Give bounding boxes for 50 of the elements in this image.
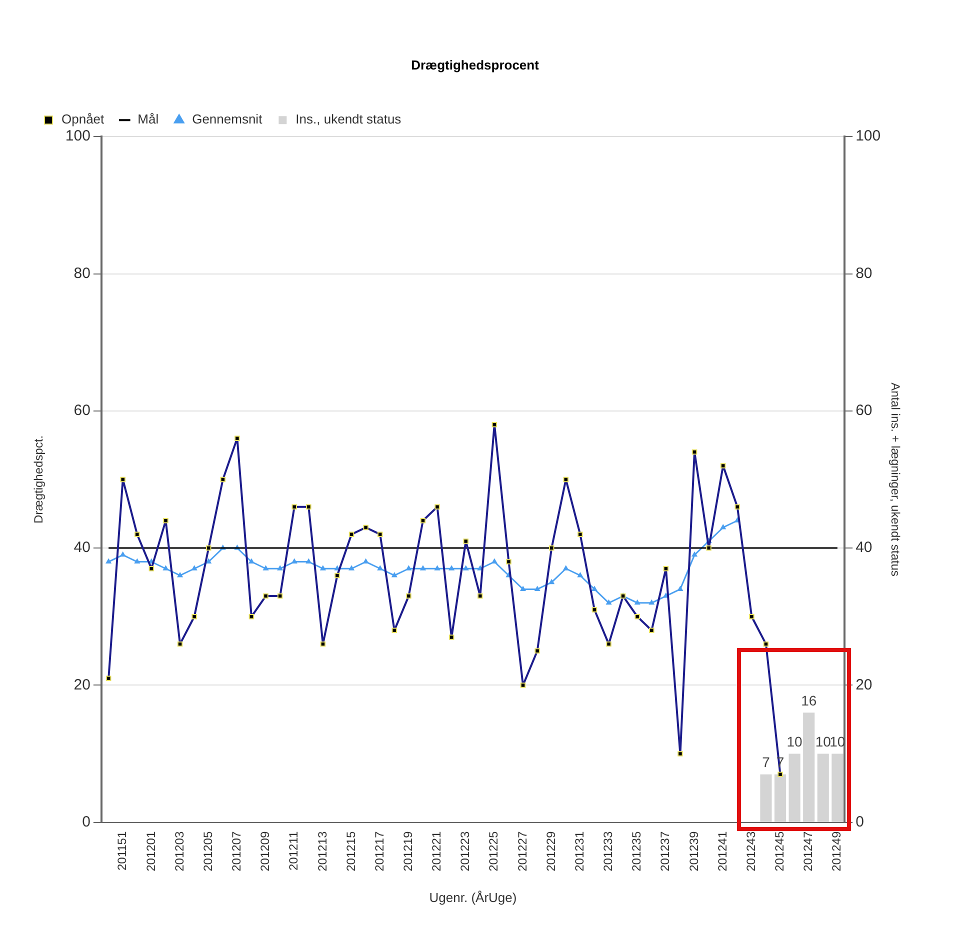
y-axis-title: Drægtighedspct.	[32, 435, 46, 524]
x-tick-label: 201239	[686, 831, 701, 872]
y-tick-label: 60	[74, 402, 90, 420]
x-tick-label: 201215	[344, 831, 358, 872]
x-tick-label: 201151	[115, 831, 130, 871]
x-tick-label: 201211	[286, 831, 301, 871]
x-tick-label: 201205	[200, 831, 215, 872]
legend-label: Mål	[138, 112, 159, 127]
x-tick-label: 201221	[430, 831, 444, 872]
y-tick-label: 20	[74, 676, 90, 694]
x-tick-label: 201201	[144, 831, 158, 872]
x-tick-label: 201249	[830, 831, 844, 872]
legend-label: Ins., ukendt status	[296, 112, 402, 127]
x-tick-label: 201247	[801, 831, 816, 872]
y2-tick-label: 80	[856, 264, 872, 282]
x-tick-label: 201217	[372, 831, 386, 872]
x-tick-label: 201203	[172, 831, 186, 872]
y2-tick-label: 100	[856, 128, 881, 145]
x-tick-label: 201233	[601, 831, 616, 872]
y-tick-label: 80	[74, 264, 90, 282]
x-axis-title: Ugenr. (ÅrUge)	[429, 890, 517, 905]
x-tick-label: 201237	[658, 831, 672, 872]
x-tick-label: 201213	[315, 831, 330, 872]
y-tick-label: 0	[82, 814, 90, 830]
x-tick-label: 201229	[544, 831, 558, 872]
legend-label: Opnået	[62, 112, 105, 127]
data-label: 7	[762, 754, 770, 770]
y2-axis-title: Antal ins. + lægninger, ukendt status	[888, 382, 902, 576]
x-tick-label: 201209	[258, 831, 272, 872]
x-tick-label: 201225	[486, 831, 501, 872]
x-tick-label: 201241	[715, 831, 730, 872]
y2-tick-label: 20	[856, 676, 872, 694]
y-tick-label: 40	[74, 539, 90, 556]
x-tick-label: 201219	[401, 831, 415, 872]
y2-tick-label: 0	[856, 814, 864, 830]
x-tick-label: 201243	[744, 831, 758, 872]
data-label: 16	[801, 692, 817, 708]
y2-tick-label: 60	[856, 402, 872, 420]
x-tick-label: 201245	[772, 831, 787, 872]
y-tick-label: 100	[65, 128, 90, 145]
x-tick-label: 201235	[630, 831, 644, 872]
x-tick-label: 201227	[515, 831, 530, 872]
legend-label: Gennemsnit	[192, 112, 263, 127]
data-label: 10	[815, 734, 832, 750]
x-tick-label: 201223	[458, 831, 472, 872]
y2-tick-label: 40	[856, 539, 872, 556]
data-label: 10	[786, 734, 803, 750]
x-tick-label: 201207	[230, 831, 244, 872]
x-tick-label: 201231	[572, 831, 586, 872]
chart-title: Drægtighedsprocent	[411, 57, 540, 72]
